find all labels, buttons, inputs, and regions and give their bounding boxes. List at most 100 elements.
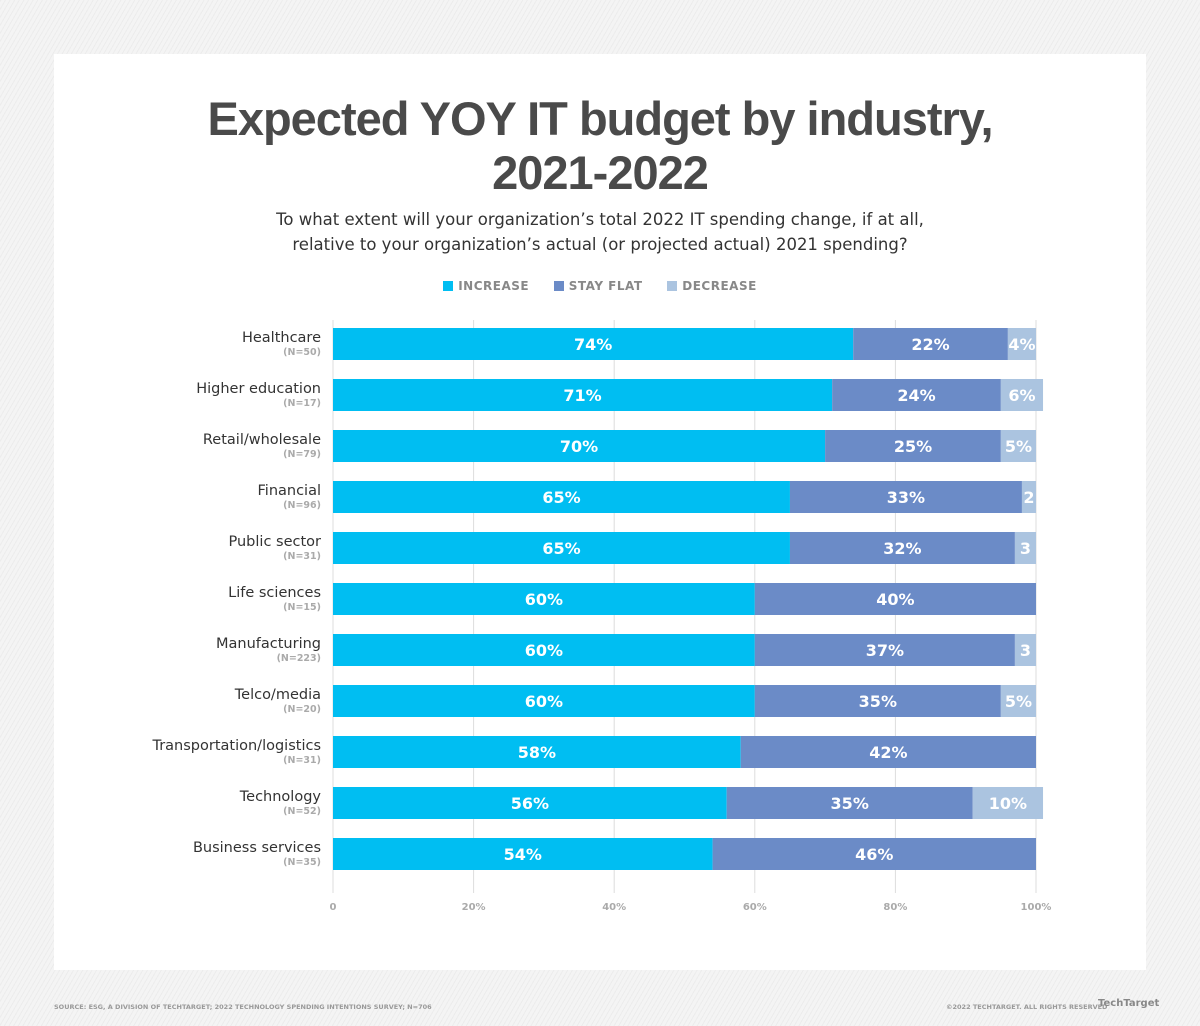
data-label: 40%	[876, 590, 914, 609]
bar-stay-flat	[712, 838, 1036, 870]
bar-decrease	[1021, 481, 1036, 513]
sample-size-label: (N=96)	[283, 500, 321, 511]
data-label: 37%	[866, 641, 904, 660]
data-label: 35%	[859, 692, 897, 711]
data-label: 32%	[883, 539, 921, 558]
sample-size-label: (N=52)	[283, 806, 321, 817]
bar-stay-flat	[789, 532, 1015, 564]
legend-label: DECREASE	[682, 279, 757, 293]
title-line-2: 2021-2022	[492, 146, 709, 199]
chart-subtitle: To what extent will your organization’s …	[0, 207, 1200, 257]
bar-stay-flat	[832, 379, 1001, 411]
bar-increase	[333, 532, 790, 564]
bar-increase	[333, 787, 727, 819]
bar-increase	[333, 328, 854, 360]
category-label: Transportation/logistics	[151, 738, 321, 754]
category-label: Business services	[193, 840, 321, 856]
data-label: 33%	[887, 488, 925, 507]
category-label: Technology	[239, 789, 322, 805]
source-note: SOURCE: ESG, A DIVISION OF TECHTARGET; 2…	[54, 1003, 432, 1011]
sample-size-label: (N=17)	[283, 398, 321, 409]
category-label: Higher education	[196, 381, 321, 397]
data-label: 10%	[989, 794, 1027, 813]
category-label: Telco/media	[234, 687, 321, 703]
data-label: 60%	[525, 641, 563, 660]
bar-increase	[333, 430, 826, 462]
bar-decrease	[1000, 379, 1044, 411]
sample-size-label: (N=31)	[283, 755, 321, 766]
data-label: 65%	[542, 539, 580, 558]
data-label: 6%	[1008, 386, 1035, 405]
sample-size-label: (N=15)	[283, 602, 321, 613]
bar-stay-flat	[726, 787, 973, 819]
data-label: 74%	[574, 335, 612, 354]
sample-size-label: (N=50)	[283, 347, 321, 358]
data-label: 5%	[1005, 692, 1032, 711]
subtitle-line-1: To what extent will your organization’s …	[276, 210, 924, 229]
data-label: 46%	[855, 845, 893, 864]
x-tick-label: 20%	[462, 902, 486, 913]
sample-size-label: (N=20)	[283, 704, 321, 715]
bar-increase	[333, 685, 755, 717]
bar-decrease	[1014, 634, 1036, 666]
bar-stay-flat	[853, 328, 1008, 360]
bar-stay-flat	[825, 430, 1001, 462]
legend-label: INCREASE	[458, 279, 530, 293]
sample-size-label: (N=31)	[283, 551, 321, 562]
data-label: 56%	[511, 794, 549, 813]
bar-increase	[333, 634, 755, 666]
bar-stay-flat	[740, 736, 1036, 768]
bar-decrease	[1000, 430, 1036, 462]
data-label: 60%	[525, 590, 563, 609]
data-label: 25%	[894, 437, 932, 456]
category-label: Manufacturing	[216, 636, 321, 652]
bar-decrease	[1014, 532, 1036, 564]
legend-item-increase: INCREASE	[443, 279, 529, 293]
data-label: 70%	[560, 437, 598, 456]
sample-size-label: (N=79)	[283, 449, 321, 460]
data-label: 24%	[897, 386, 935, 405]
bar-increase	[333, 481, 790, 513]
x-tick-label: 40%	[602, 902, 626, 913]
title-line-1: Expected YOY IT budget by industry,	[207, 92, 993, 145]
sample-size-label: (N=223)	[277, 653, 321, 664]
bar-increase	[333, 583, 755, 615]
data-label: 35%	[831, 794, 869, 813]
category-label: Healthcare	[242, 330, 321, 346]
legend-label: STAY FLAT	[568, 279, 643, 293]
bar-decrease	[1000, 685, 1036, 717]
bar-stay-flat	[754, 583, 1036, 615]
bar-stay-flat	[754, 685, 1001, 717]
data-label: 42%	[869, 743, 907, 762]
data-label: 3	[1020, 641, 1031, 660]
data-label: 22%	[911, 335, 949, 354]
chart-title: Expected YOY IT budget by industry, 2021-…	[0, 92, 1200, 200]
bar-increase	[333, 379, 833, 411]
bar-increase	[333, 736, 741, 768]
data-label: 65%	[542, 488, 580, 507]
category-label: Life sciences	[228, 585, 321, 601]
legend-item-decrease: DECREASE	[667, 279, 757, 293]
data-label: 58%	[518, 743, 556, 762]
data-label: 2	[1023, 488, 1034, 507]
x-tick-label: 0	[330, 902, 337, 913]
data-label: 71%	[563, 386, 601, 405]
legend-item-stay-flat: STAY FLAT	[553, 279, 643, 293]
copyright: ©2022 TECHTARGET. ALL RIGHTS RESERVED	[946, 1003, 1108, 1011]
category-label: Public sector	[229, 534, 322, 550]
bar-decrease	[1007, 328, 1036, 360]
legend: INCREASE STAY FLAT DECREASE	[0, 279, 1200, 294]
category-label: Retail/wholesale	[203, 432, 321, 448]
bar-stay-flat	[789, 481, 1022, 513]
subtitle-line-2: relative to your organization’s actual (…	[292, 235, 908, 254]
x-tick-label: 80%	[883, 902, 907, 913]
data-label: 4%	[1008, 335, 1035, 354]
x-tick-label: 60%	[743, 902, 767, 913]
category-label: Financial	[258, 483, 322, 499]
bar-decrease	[972, 787, 1044, 819]
data-label: 5%	[1005, 437, 1032, 456]
techtarget-logo: TechTarget	[1098, 998, 1160, 1009]
data-label: 3	[1020, 539, 1031, 558]
bar-increase	[333, 838, 713, 870]
